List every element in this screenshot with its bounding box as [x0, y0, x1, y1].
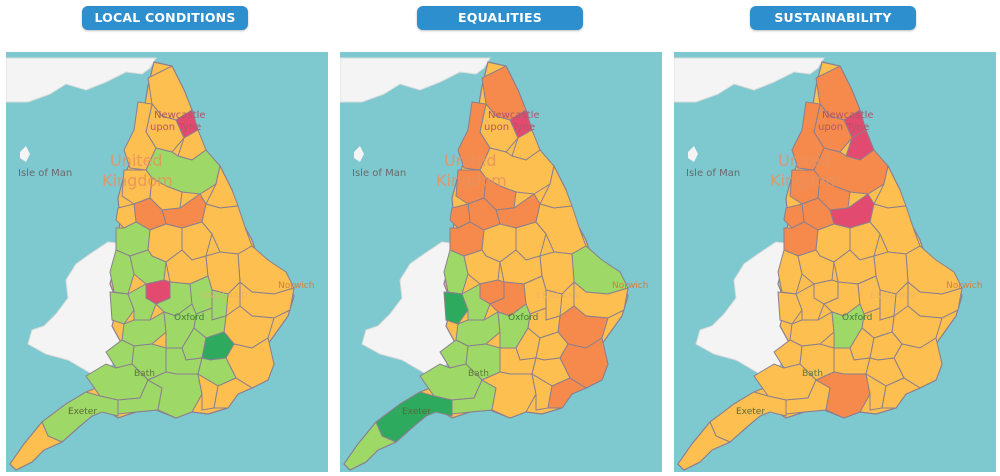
region-herefordshire[interactable] [777, 291, 803, 325]
region-staffordshire[interactable] [463, 249, 501, 285]
label-country-line1: United [778, 151, 831, 170]
label-isle-of-man: Isle of Man [352, 168, 406, 179]
isle-of-man-land [688, 146, 698, 162]
region-cornwall[interactable] [677, 421, 732, 471]
label-bath: Bath [468, 369, 489, 379]
region-herefordshire[interactable] [443, 291, 469, 325]
label-oxford: Oxford [174, 313, 204, 323]
map-equalities[interactable]: Newcastle upon Tyne United Kingdom Isle of M… [340, 52, 662, 472]
region-east-sussex[interactable] [213, 377, 254, 409]
panel-equalities: EQUALITIES Newcastle upon Tyne United Kingd… [340, 0, 662, 476]
scotland-land [674, 57, 825, 103]
label-oxford: Oxford [842, 313, 872, 323]
label-exeter: Exeter [402, 407, 431, 417]
label-newcastle-line1: Newcastle [154, 110, 206, 121]
region-cornwall[interactable] [9, 421, 64, 471]
label-isle-of-man: Isle of Man [686, 168, 740, 179]
label-exeter: Exeter [68, 407, 97, 417]
label-newcastle-line2: upon Tyne [150, 122, 201, 133]
map-local-conditions[interactable]: Newcastle upon Tyne United Kingdom Isle of M… [6, 52, 328, 472]
region-cornwall[interactable] [343, 421, 398, 471]
region-east-sussex[interactable] [547, 377, 588, 409]
map-sustainability[interactable]: Newcastle upon Tyne United Kingdom Isle of M… [674, 52, 996, 472]
isle-of-man-land [20, 146, 30, 162]
label-newcastle-line1: Newcastle [822, 110, 874, 121]
label-england: ENGLAND [536, 291, 583, 300]
label-oxford: Oxford [508, 313, 538, 323]
region-hampshire[interactable] [814, 371, 871, 419]
region-herefordshire[interactable] [109, 291, 135, 325]
region-west-sussex[interactable] [531, 372, 553, 411]
region-worcestershire[interactable] [461, 283, 491, 321]
label-country-line2: Kingdom [436, 171, 507, 190]
panel-local-conditions: LOCAL CONDITIONS Newcastle upon Tyne Unite… [6, 0, 328, 476]
label-norwich: Norwich [278, 281, 314, 291]
region-worcestershire[interactable] [795, 283, 825, 321]
label-country-line2: Kingdom [102, 171, 173, 190]
panel-title-local-conditions: LOCAL CONDITIONS [82, 6, 248, 30]
isle-of-man-land [354, 146, 364, 162]
label-exeter: Exeter [736, 407, 765, 417]
region-west-sussex[interactable] [197, 372, 219, 411]
label-norwich: Norwich [612, 281, 648, 291]
region-east-sussex[interactable] [881, 377, 922, 409]
region-staffordshire[interactable] [797, 249, 835, 285]
label-country-line1: United [444, 151, 497, 170]
panel-sustainability: SUSTAINABILITY Newcastle upon Tyne United K… [674, 0, 996, 476]
scotland-land [6, 57, 157, 103]
label-isle-of-man: Isle of Man [18, 168, 72, 179]
region-staffordshire[interactable] [129, 249, 167, 285]
label-country-line2: Kingdom [770, 171, 841, 190]
label-newcastle-line2: upon Tyne [484, 122, 535, 133]
label-bath: Bath [802, 369, 823, 379]
panel-title-sustainability: SUSTAINABILITY [750, 6, 916, 30]
panel-title-equalities: EQUALITIES [417, 6, 583, 30]
scotland-land [340, 57, 491, 103]
region-hampshire[interactable] [480, 371, 537, 419]
label-country-line1: United [110, 151, 163, 170]
label-newcastle-line2: upon Tyne [818, 122, 869, 133]
label-bath: Bath [134, 369, 155, 379]
region-west-sussex[interactable] [865, 372, 887, 411]
label-england: ENGLAND [202, 291, 249, 300]
label-norwich: Norwich [946, 281, 982, 291]
region-worcestershire[interactable] [127, 283, 157, 321]
label-england: ENGLAND [870, 291, 917, 300]
region-hampshire[interactable] [146, 371, 203, 419]
label-newcastle-line1: Newcastle [488, 110, 540, 121]
